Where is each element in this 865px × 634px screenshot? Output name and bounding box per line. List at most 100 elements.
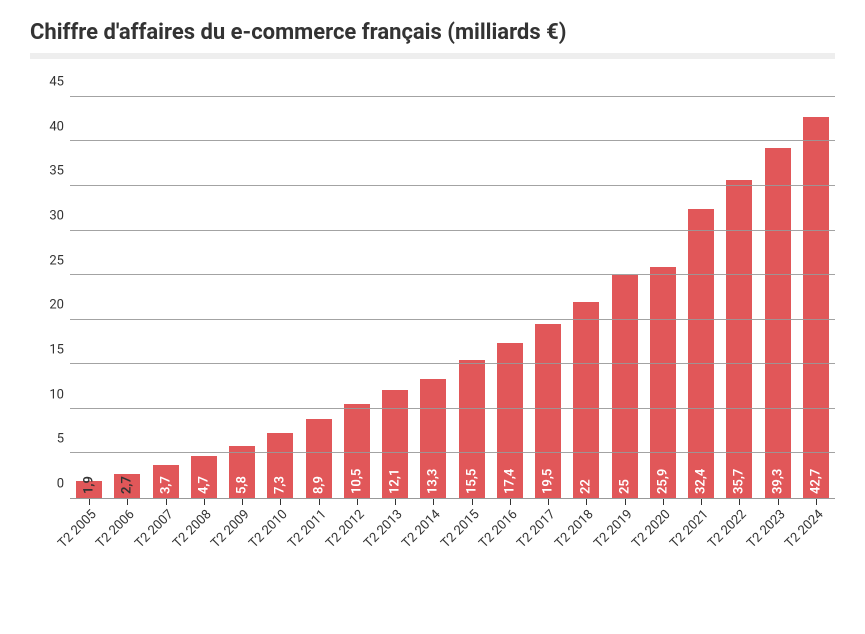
bar: 2,7 (114, 474, 140, 498)
y-tick-label: 10 (49, 387, 64, 402)
x-tick-slot: T2 2024 (797, 499, 835, 569)
chart-container: Chiffre d'affaires du e-commerce françai… (30, 20, 835, 569)
x-tick (319, 499, 320, 505)
bar-value-label: 2,7 (120, 476, 135, 494)
bar-slot: 22 (567, 79, 605, 498)
bar-slot: 8,9 (300, 79, 338, 498)
x-tick (166, 499, 167, 505)
bar-value-label: 17,4 (502, 469, 517, 494)
bar: 7,3 (267, 433, 293, 498)
bar: 4,7 (191, 456, 217, 498)
bar: 32,4 (688, 209, 714, 498)
gridline (70, 319, 835, 320)
gridline (70, 363, 835, 364)
bar: 25,9 (650, 267, 676, 498)
bar-slot: 15,5 (453, 79, 491, 498)
y-tick-label: 40 (49, 119, 64, 134)
x-tick (816, 499, 817, 505)
bar-slot: 42,7 (797, 79, 835, 498)
gridline (70, 96, 835, 97)
bar: 42,7 (803, 117, 829, 498)
bar-slot: 7,3 (261, 79, 299, 498)
x-tick (625, 499, 626, 505)
gridline (70, 140, 835, 141)
bar-value-label: 13,3 (426, 469, 441, 494)
x-tick (548, 499, 549, 505)
y-tick-label: 25 (49, 253, 64, 268)
bar-value-label: 32,4 (694, 469, 709, 494)
x-tick (586, 499, 587, 505)
title-underline (30, 53, 835, 59)
x-tick (739, 499, 740, 505)
x-tick (89, 499, 90, 505)
plot-row: 051015202530354045 1,92,73,74,75,87,38,9… (30, 79, 835, 499)
x-tick (663, 499, 664, 505)
bar-value-label: 25 (617, 479, 632, 494)
bar-slot: 3,7 (147, 79, 185, 498)
x-tick (433, 499, 434, 505)
bar-value-label: 10,5 (349, 469, 364, 494)
bar-value-label: 1,9 (82, 476, 97, 494)
bar-slot: 17,4 (491, 79, 529, 498)
bar: 8,9 (306, 419, 332, 498)
y-tick-label: 45 (49, 74, 64, 89)
bar-value-label: 15,5 (464, 469, 479, 494)
bar-slot: 25,9 (644, 79, 682, 498)
bar-slot: 13,3 (414, 79, 452, 498)
bars-group: 1,9 2,7 3,7 4,7 5,8 7,3 8,9 10,5 12,1 13,3 15,5 17,… (70, 79, 835, 498)
x-tick (204, 499, 205, 505)
bar: 35,7 (726, 180, 752, 498)
bar-slot: 25 (606, 79, 644, 498)
bar: 3,7 (153, 465, 179, 498)
bar: 5,8 (229, 446, 255, 498)
bar-value-label: 35,7 (732, 469, 747, 494)
x-tick (127, 499, 128, 505)
bar: 1,9 (76, 481, 102, 498)
gridline (70, 408, 835, 409)
bar-value-label: 25,9 (655, 469, 670, 494)
x-tick (701, 499, 702, 505)
bar-value-label: 39,3 (770, 469, 785, 494)
bar: 22 (573, 302, 599, 498)
bar-slot: 5,8 (223, 79, 261, 498)
bar: 15,5 (459, 360, 485, 498)
x-tick (472, 499, 473, 505)
y-tick-label: 5 (57, 432, 64, 447)
bar-value-label: 42,7 (808, 469, 823, 494)
y-tick-label: 20 (49, 298, 64, 313)
bar-slot: 39,3 (759, 79, 797, 498)
bar-slot: 10,5 (338, 79, 376, 498)
x-tick (778, 499, 779, 505)
y-tick-label: 30 (49, 208, 64, 223)
bar-value-label: 22 (579, 479, 594, 494)
x-tick (280, 499, 281, 505)
bar: 13,3 (420, 379, 446, 498)
bar-slot: 35,7 (720, 79, 758, 498)
chart-title: Chiffre d'affaires du e-commerce françai… (30, 20, 835, 45)
bar-value-label: 4,7 (196, 476, 211, 494)
bar: 25 (612, 275, 638, 498)
bar-slot: 4,7 (185, 79, 223, 498)
bar-slot: 1,9 (70, 79, 108, 498)
x-tick (242, 499, 243, 505)
bar-value-label: 8,9 (311, 476, 326, 494)
chart-plot-wrap: 051015202530354045 1,92,73,74,75,87,38,9… (30, 79, 835, 569)
bar-value-label: 3,7 (158, 476, 173, 494)
bar-slot: 32,4 (682, 79, 720, 498)
bar-slot: 2,7 (108, 79, 146, 498)
gridline (70, 452, 835, 453)
bar: 12,1 (382, 390, 408, 498)
plot-area: 1,9 2,7 3,7 4,7 5,8 7,3 8,9 10,5 12,1 13,3 15,5 17,… (70, 79, 835, 499)
bar-slot: 19,5 (529, 79, 567, 498)
bar-value-label: 5,8 (235, 476, 250, 494)
bar: 19,5 (535, 324, 561, 498)
bar-value-label: 19,5 (541, 469, 556, 494)
bar-value-label: 12,1 (388, 469, 403, 494)
x-tick (357, 499, 358, 505)
gridline (70, 230, 835, 231)
x-tick (395, 499, 396, 505)
bar-slot: 12,1 (376, 79, 414, 498)
y-tick-label: 15 (49, 342, 64, 357)
x-axis-row: T2 2005T2 2006T2 2007T2 2008T2 2009T2 20… (30, 499, 835, 569)
gridline (70, 274, 835, 275)
